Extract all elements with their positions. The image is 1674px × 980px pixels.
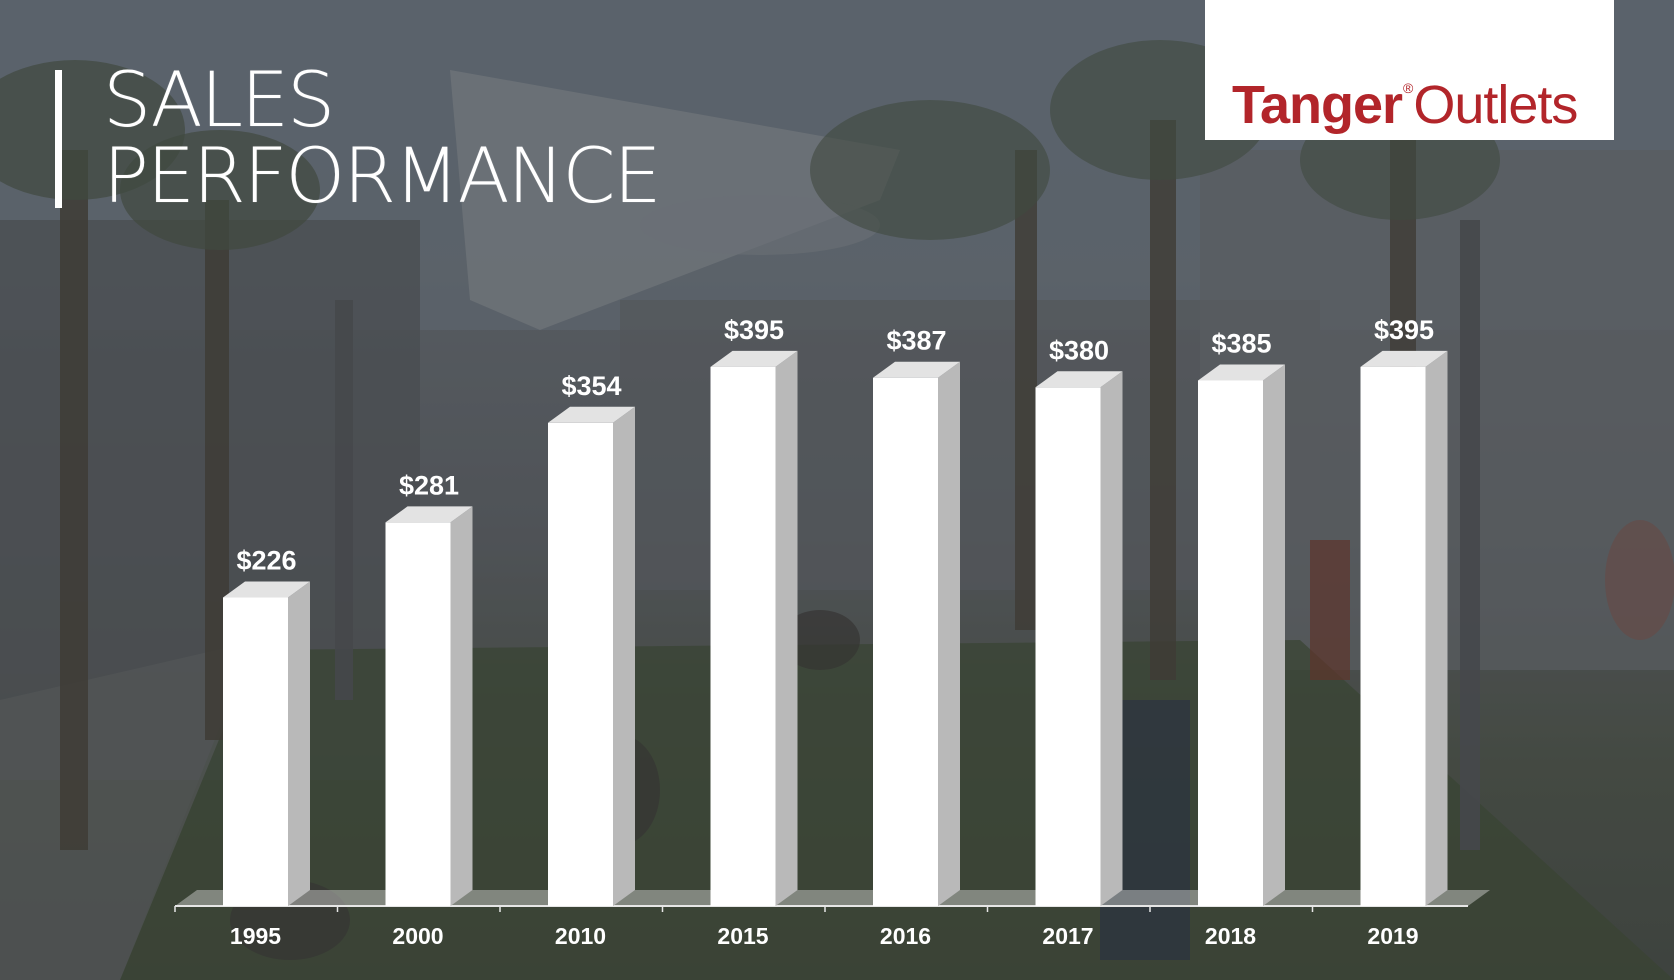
logo-brand-light: Outlets xyxy=(1413,75,1578,135)
data-label-2000: $281 xyxy=(399,470,459,500)
data-label-2019: $395 xyxy=(1374,315,1434,345)
bar-2018 xyxy=(1198,380,1263,907)
data-label-2015: $395 xyxy=(724,315,784,345)
bar-side-2000 xyxy=(450,506,473,906)
bar-side-1995 xyxy=(288,581,310,906)
data-label-2016: $387 xyxy=(886,326,946,356)
bar-side-2018 xyxy=(1263,364,1285,907)
bar-2000 xyxy=(385,522,451,906)
bar-side-2019 xyxy=(1425,350,1448,906)
bar-side-2015 xyxy=(775,350,798,906)
x-tick-label-1995: 1995 xyxy=(230,923,281,949)
bar-top-2018 xyxy=(1198,364,1285,381)
bar-2015 xyxy=(710,366,776,906)
bar-top-2016 xyxy=(873,361,960,378)
x-tick-label-2015: 2015 xyxy=(717,923,768,949)
bar-top-2019 xyxy=(1360,350,1448,367)
logo-brand-bold: Tanger xyxy=(1232,75,1403,135)
bar-2017 xyxy=(1035,387,1101,906)
data-label-2017: $380 xyxy=(1049,335,1109,365)
bar-top-2017 xyxy=(1035,371,1123,388)
bar-side-2010 xyxy=(613,406,635,906)
bar-top-2000 xyxy=(385,506,473,523)
bar-2016 xyxy=(873,377,938,906)
tanger-outlets-logo: Tanger®Outlets xyxy=(1205,0,1614,140)
slide-title-line-1: SALES xyxy=(103,55,335,144)
title-accent-bar xyxy=(55,70,62,208)
x-tick-label-2010: 2010 xyxy=(555,923,606,949)
x-tick-label-2017: 2017 xyxy=(1042,923,1093,949)
logo-registered-mark: ® xyxy=(1403,80,1413,96)
data-label-2010: $354 xyxy=(561,371,621,401)
data-label-2018: $385 xyxy=(1211,328,1271,358)
bar-side-2017 xyxy=(1100,371,1123,906)
x-tick-label-2019: 2019 xyxy=(1367,923,1418,949)
bar-top-1995 xyxy=(223,581,310,598)
bar-top-2015 xyxy=(710,350,798,367)
slide-title: SALES PERFORMANCE xyxy=(103,55,661,220)
slide-title-line-2: PERFORMANCE xyxy=(103,131,661,220)
bar-2010 xyxy=(548,422,613,906)
bar-1995 xyxy=(223,597,288,906)
x-tick-label-2000: 2000 xyxy=(392,923,443,949)
logo-wordmark: Tanger®Outlets xyxy=(1232,58,1578,135)
x-tick-label-2016: 2016 xyxy=(880,923,931,949)
bar-top-2010 xyxy=(548,406,635,423)
x-tick-label-2018: 2018 xyxy=(1205,923,1256,949)
bar-2019 xyxy=(1360,366,1426,906)
data-label-1995: $226 xyxy=(236,546,296,576)
bar-side-2016 xyxy=(938,361,960,906)
chart-floor xyxy=(175,890,1490,906)
